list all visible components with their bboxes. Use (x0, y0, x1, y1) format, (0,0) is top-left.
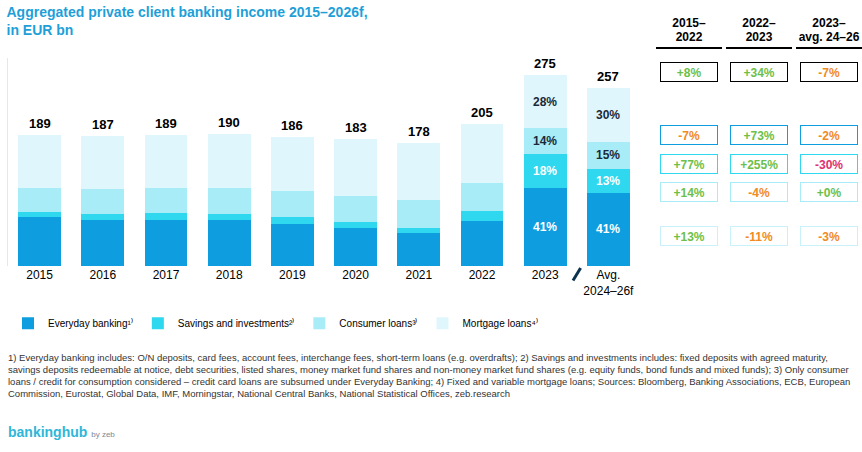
svg-text:Aggregated private client bank: Aggregated private client banking income… (7, 4, 368, 38)
svg-text:15%: 15% (596, 148, 620, 162)
html-text:+0%: +0% (816, 186, 842, 200)
html-text:-3%: -3% (818, 230, 840, 244)
html-text:1) Everyday banking includes:: 1) Everyday banking includes: O/N deposi… (8, 352, 851, 399)
html-text:2023–: 2023– (812, 16, 846, 30)
html-text:+77%: +77% (673, 158, 705, 172)
svg-text:41%: 41% (596, 222, 620, 236)
svg-text:Everyday banking¹⁾: Everyday banking¹⁾ (48, 317, 133, 329)
html-text:+14%: +14% (673, 186, 705, 200)
svg-text:2022: 2022 (469, 268, 496, 282)
svg-text:13%: 13% (596, 174, 620, 188)
html-text:bankinghubby zeb: bankinghubby zeb (8, 424, 115, 440)
html-text:-30%: -30% (815, 158, 843, 172)
html-text:-4%: -4% (748, 186, 770, 200)
html-text:2022–: 2022– (742, 16, 776, 30)
svg-text:183: 183 (345, 120, 367, 135)
svg-text:Mortgage loans⁴⁾: Mortgage loans⁴⁾ (463, 317, 538, 329)
svg-text:2017: 2017 (153, 268, 180, 282)
svg-text:190: 190 (218, 115, 240, 130)
svg-text:41%: 41% (533, 220, 557, 234)
svg-text:14%: 14% (533, 134, 557, 148)
svg-text:275: 275 (534, 56, 556, 71)
svg-text:178: 178 (408, 124, 430, 139)
html-text:-2%: -2% (818, 129, 840, 143)
svg-text:2021: 2021 (405, 268, 432, 282)
html-text:2015–: 2015– (672, 16, 706, 30)
svg-text:189: 189 (155, 116, 177, 131)
html-text:+13%: +13% (673, 230, 705, 244)
html-text:+34%: +34% (743, 66, 775, 80)
svg-text:28%: 28% (533, 95, 557, 109)
svg-text:257: 257 (597, 69, 619, 84)
html-text:+73%: +73% (743, 129, 775, 143)
svg-text:205: 205 (471, 105, 493, 120)
svg-text:2019: 2019 (279, 268, 306, 282)
svg-text:2015: 2015 (26, 268, 53, 282)
html-text:-7%: -7% (678, 129, 700, 143)
html-text:-11%: -11% (745, 230, 773, 244)
svg-text:2020: 2020 (342, 268, 369, 282)
html-text:+8%: +8% (676, 66, 702, 80)
svg-text:2018: 2018 (216, 268, 243, 282)
svg-text:Savings and investments²⁾: Savings and investments²⁾ (178, 317, 295, 329)
html-text:2022: 2022 (675, 30, 703, 44)
html-text:-7%: -7% (818, 66, 840, 80)
html-text:avg. 24–26: avg. 24–26 (798, 30, 860, 44)
svg-text:Consumer loans³⁾: Consumer loans³⁾ (339, 317, 417, 329)
svg-text:Avg.2024–26f: Avg.2024–26f (583, 268, 634, 298)
html-text:2023: 2023 (745, 30, 773, 44)
svg-text:2023: 2023 (532, 268, 559, 282)
svg-text:30%: 30% (596, 108, 620, 122)
svg-text:2016: 2016 (89, 268, 116, 282)
svg-text:189: 189 (29, 116, 51, 131)
svg-text:18%: 18% (533, 164, 557, 178)
html-text:+255%: +255% (740, 158, 778, 172)
svg-text:187: 187 (92, 117, 114, 132)
svg-text:186: 186 (281, 118, 303, 133)
